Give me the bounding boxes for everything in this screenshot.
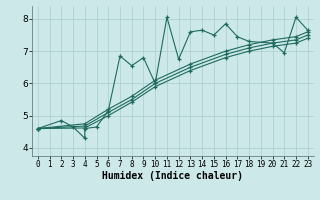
X-axis label: Humidex (Indice chaleur): Humidex (Indice chaleur)	[102, 171, 243, 181]
